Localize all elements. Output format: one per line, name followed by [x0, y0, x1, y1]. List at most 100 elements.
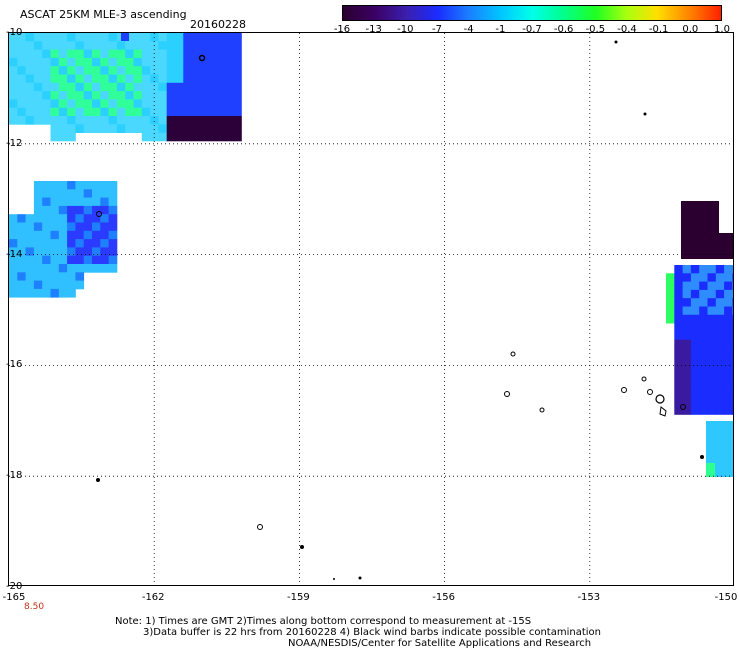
data-cell: [183, 74, 192, 84]
data-cell: [707, 348, 717, 357]
data-cell: [100, 239, 109, 248]
data-cell: [158, 82, 168, 92]
data-cell: [674, 281, 683, 291]
data-cell: [183, 49, 192, 59]
data-cell: [9, 288, 18, 298]
island-outline: [647, 389, 653, 395]
data-cell: [92, 124, 101, 133]
map-date: 20160228: [190, 18, 246, 31]
data-cell: [75, 74, 85, 84]
colorbar-tick-label: -7: [432, 24, 442, 35]
data-cell: [125, 91, 134, 100]
data-cell: [224, 41, 234, 50]
data-cell: [141, 57, 151, 67]
data-cell: [191, 124, 201, 133]
data-cell: [42, 49, 51, 59]
data-cell: [224, 107, 234, 117]
data-cell: [125, 82, 134, 92]
data-cell: [699, 356, 708, 365]
data-cell: [674, 323, 683, 332]
data-cell: [17, 41, 26, 50]
data-cell: [116, 66, 126, 75]
data-cell: [25, 41, 35, 50]
colorbar-tick-label: 1.0: [714, 24, 730, 35]
data-cell: [682, 397, 692, 407]
data-cell: [75, 82, 85, 92]
data-cell: [732, 389, 733, 399]
data-cell: [83, 57, 93, 67]
data-cell: [666, 306, 675, 316]
data-cell: [724, 265, 733, 274]
data-cell: [707, 372, 717, 382]
data-cell: [100, 91, 109, 100]
data-cell: [42, 189, 51, 198]
data-cell: [116, 74, 126, 84]
data-cell: [67, 49, 76, 59]
data-cell: [50, 222, 60, 232]
data-cell: [83, 197, 93, 207]
data-cell: [17, 288, 26, 298]
colorbar-tick-label: -0.6: [553, 24, 574, 35]
data-cell: [50, 74, 60, 84]
data-cell: [233, 107, 242, 117]
data-cell: [92, 247, 101, 257]
data-cell: [17, 49, 26, 59]
data-cell: [707, 323, 717, 332]
data-cell: [58, 66, 68, 75]
data-cell: [50, 264, 60, 273]
data-cell: [67, 82, 76, 92]
colorbar-tick-label: -0.7: [522, 24, 542, 35]
data-cell: [674, 372, 683, 382]
data-cell: [92, 264, 101, 273]
data-cell: [67, 230, 76, 240]
data-cell: [116, 107, 126, 117]
data-cell: [92, 239, 101, 248]
data-cell: [33, 205, 43, 215]
data-cell: [108, 49, 118, 59]
data-cell: [75, 107, 85, 117]
data-cell: [724, 323, 733, 332]
data-cell: [690, 397, 700, 407]
island-outline: [333, 578, 335, 580]
data-cell: [158, 41, 168, 50]
data-cell: [732, 364, 733, 374]
data-cell: [175, 116, 184, 125]
data-cell: [83, 264, 93, 273]
data-cell: [42, 99, 51, 109]
data-cell: [690, 273, 700, 282]
data-cell: [25, 272, 35, 281]
data-cell: [199, 132, 209, 142]
data-cell: [191, 107, 201, 117]
data-cell: [58, 264, 68, 273]
data-cell: [92, 91, 101, 100]
data-cell: [699, 331, 708, 341]
data-cell: [158, 33, 168, 42]
data-cell: [125, 74, 134, 84]
data-cell: [92, 49, 101, 59]
data-cell: [100, 124, 109, 133]
data-cell: [42, 181, 51, 190]
data-cell: [133, 116, 143, 125]
data-cell: [33, 107, 43, 117]
data-cell: [17, 107, 26, 117]
data-cell: [25, 107, 35, 117]
colorbar-tick-label: -4: [463, 24, 474, 35]
data-cell: [199, 49, 209, 59]
data-cell: [100, 205, 109, 215]
data-cell: [690, 331, 700, 341]
data-cell: [75, 189, 85, 198]
map-plot: [8, 32, 734, 586]
data-cell: [9, 280, 18, 290]
data-cell: [50, 66, 60, 75]
data-cell: [108, 247, 118, 257]
data-cell: [707, 389, 717, 399]
data-cell: [58, 288, 68, 298]
island-outline: [539, 407, 545, 413]
data-cell: [125, 49, 134, 59]
data-cell: [50, 230, 60, 240]
data-cell: [133, 107, 143, 117]
data-cell: [233, 124, 242, 133]
data-cell: [690, 289, 700, 299]
data-cell: [724, 306, 733, 316]
data-cell: [158, 99, 168, 109]
